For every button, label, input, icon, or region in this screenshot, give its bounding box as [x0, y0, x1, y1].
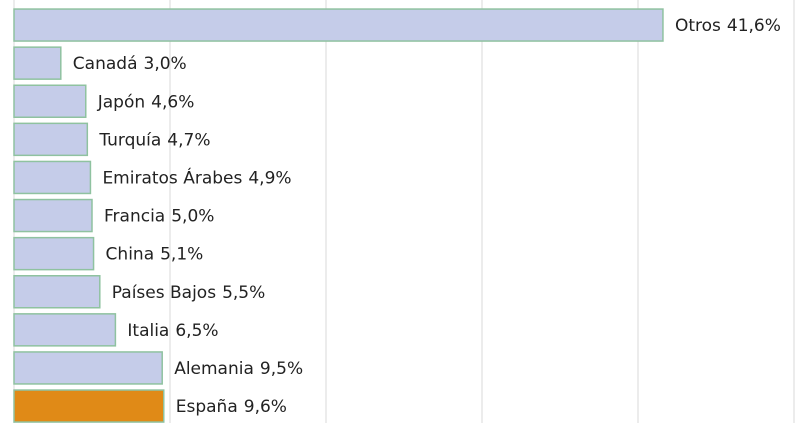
bar — [13, 198, 93, 233]
value-label: 3,0% — [144, 54, 187, 74]
category-label: Emiratos Árabes — [102, 166, 242, 188]
data-label: Francia 5,0% — [104, 207, 214, 227]
bar — [13, 275, 101, 309]
value-label: 9,6% — [244, 397, 287, 417]
category-label: Otros — [675, 16, 721, 36]
value-label: 6,5% — [175, 321, 218, 341]
bar — [13, 236, 95, 271]
category-label: Alemania — [174, 359, 254, 379]
value-label: 4,9% — [248, 168, 291, 188]
value-label: 4,6% — [151, 92, 194, 112]
value-label: 41,6% — [727, 16, 781, 36]
bar — [13, 84, 87, 118]
data-label: España 9,6% — [176, 397, 287, 417]
category-label: Turquía — [98, 130, 161, 150]
bar — [13, 351, 163, 385]
bar — [13, 8, 664, 42]
data-label: China 5,1% — [106, 245, 204, 265]
value-label: 5,0% — [171, 207, 214, 227]
value-label: 4,7% — [167, 130, 210, 150]
data-label: Otros 41,6% — [675, 16, 781, 36]
bar — [13, 160, 92, 195]
data-label: Turquía 4,7% — [98, 130, 210, 150]
value-label: 9,5% — [260, 359, 303, 379]
category-label: Francia — [104, 207, 165, 227]
category-label: China — [106, 245, 155, 265]
data-label: Alemania 9,5% — [174, 359, 303, 379]
data-label: Canadá 3,0% — [73, 54, 187, 74]
category-label: Canadá — [73, 54, 138, 74]
bar — [13, 389, 165, 423]
category-label: Japón — [97, 92, 145, 112]
value-label: 5,1% — [160, 245, 203, 265]
bar — [13, 46, 62, 80]
data-label: Emiratos Árabes 4,9% — [102, 166, 291, 188]
bar — [13, 122, 89, 157]
category-label: Países Bajos — [112, 283, 216, 303]
bar — [13, 313, 117, 347]
value-label: 5,5% — [222, 283, 265, 303]
data-label: Italia 6,5% — [127, 321, 218, 341]
data-label: Japón 4,6% — [97, 92, 195, 112]
category-label: Italia — [127, 321, 169, 341]
category-label: España — [176, 397, 238, 417]
data-label: Países Bajos 5,5% — [112, 283, 265, 303]
